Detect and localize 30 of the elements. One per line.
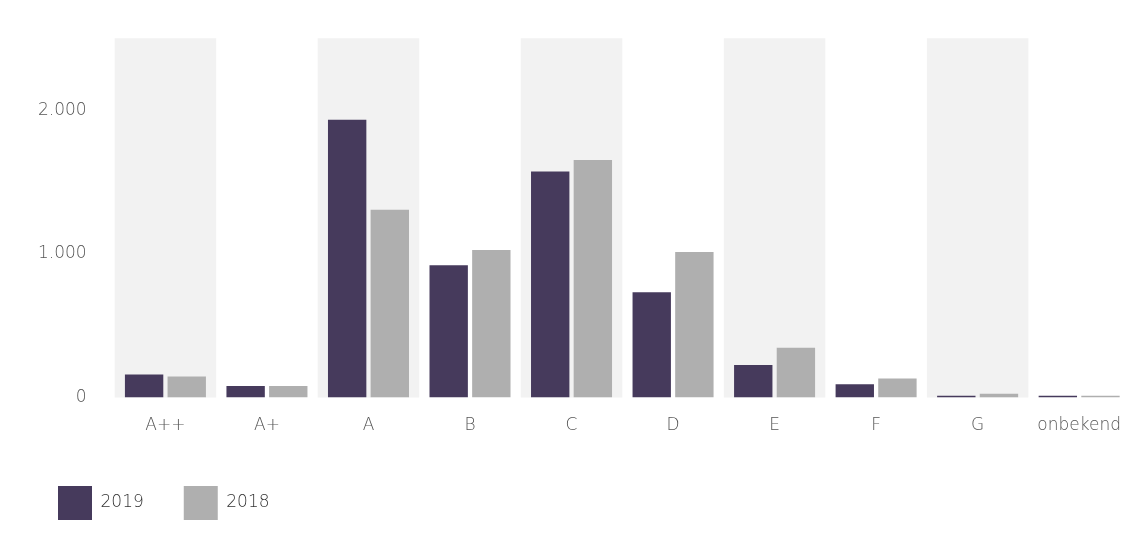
bar [124,374,164,398]
bar [167,376,206,398]
x-tick-label: A [362,414,375,435]
x-tick-label: A+ [254,414,280,435]
bar [370,209,409,398]
bar [573,159,613,398]
bar [531,171,570,398]
bar [226,386,265,398]
bar [472,249,511,398]
bar [675,251,714,398]
bar [878,378,917,398]
x-tick-label: F [871,414,881,435]
x-tick-label: E [769,414,780,435]
x-tick-label: C [565,414,578,435]
bar [269,386,308,398]
bar [776,347,816,398]
legend-label: 2019 [100,491,144,512]
bar [632,292,671,398]
x-tick-label: G [971,414,985,435]
y-tick-label: 1.000 [38,242,87,263]
bar [734,364,773,398]
bar [429,265,468,398]
bar [835,384,874,398]
x-tick-label: onbekend [1037,414,1122,435]
x-tick-label: B [464,414,476,435]
legend-label: 2018 [226,491,270,512]
x-tick-label: A++ [145,414,186,435]
y-tick-label: 0 [75,386,87,407]
x-tick-label: D [666,414,680,435]
y-tick-label: 2.000 [38,98,87,119]
